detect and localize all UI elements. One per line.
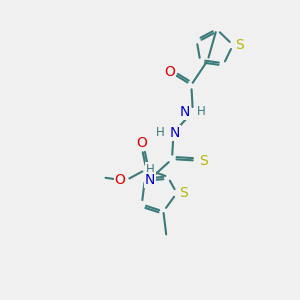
Text: O: O: [136, 136, 147, 149]
Text: S: S: [235, 38, 244, 52]
Text: N: N: [170, 126, 180, 140]
Text: O: O: [164, 65, 175, 79]
Text: H: H: [156, 126, 164, 140]
Text: S: S: [179, 186, 188, 200]
Text: S: S: [200, 154, 208, 168]
Text: N: N: [145, 173, 155, 187]
Text: O: O: [115, 173, 126, 187]
Text: H: H: [146, 163, 155, 176]
Text: H: H: [197, 105, 206, 118]
Text: N: N: [179, 104, 190, 118]
